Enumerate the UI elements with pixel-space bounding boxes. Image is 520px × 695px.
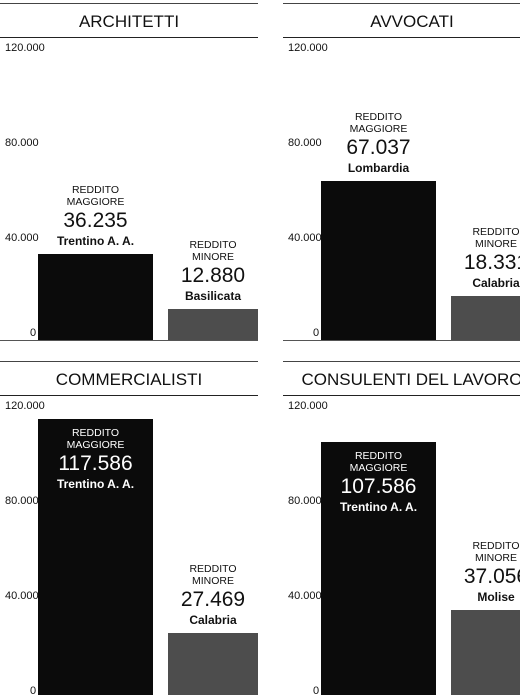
y-tick-label: 80.000 — [288, 137, 322, 149]
y-tick-label: 0 — [30, 327, 37, 339]
bar — [451, 296, 520, 340]
y-tick-label: 40.000 — [5, 232, 39, 244]
y-tick-label: 120.000 — [5, 42, 45, 54]
panel-title: AVVOCATI — [283, 7, 520, 38]
bar — [38, 253, 153, 340]
value-label: 27.469 — [180, 587, 246, 611]
bar-label: REDDITO MINORE 27.469 Calabria — [158, 563, 268, 627]
category-label: REDDITO MINORE — [189, 562, 237, 587]
baseline — [283, 340, 520, 341]
bar — [451, 609, 520, 695]
category-label: REDDITO MINORE — [189, 239, 237, 264]
panel-title: ARCHITETTI — [0, 7, 258, 38]
region-label: Molise — [477, 590, 515, 604]
value-label: 18.331 — [463, 251, 520, 275]
bar-label: REDDITO MAGGIORE 117.586 Trentino A. A. — [38, 427, 153, 491]
category-label: REDDITO MAGGIORE — [66, 426, 125, 451]
baseline — [0, 340, 258, 341]
bar — [168, 632, 258, 695]
y-tick-label: 0 — [313, 327, 320, 339]
bar-label: REDDITO MAGGIORE 107.586 Trentino A. A. — [321, 450, 436, 514]
value-label: 36.235 — [63, 208, 128, 232]
category-label: REDDITO MAGGIORE — [66, 183, 125, 208]
y-tick-label: 40.000 — [5, 590, 39, 602]
region-label: Trentino A. A. — [56, 476, 135, 491]
value-label: 117.586 — [58, 451, 133, 475]
category-label: REDDITO MINORE — [472, 226, 520, 251]
top-line — [283, 361, 520, 362]
value-label: 107.586 — [340, 475, 417, 499]
category-label: REDDITO MINORE — [472, 540, 520, 564]
top-line — [0, 3, 258, 4]
region-label: Calabria — [472, 276, 520, 291]
top-line — [283, 3, 520, 4]
bar — [321, 180, 436, 340]
region-label: Trentino A. A. — [339, 500, 418, 515]
region-label: Calabria — [189, 612, 237, 627]
region-label: Lombardia — [347, 160, 410, 175]
y-tick-label: 40.000 — [288, 590, 322, 602]
panel-title: CONSULENTI DEL LAVORO — [283, 365, 520, 396]
y-tick-label: 80.000 — [288, 495, 322, 507]
value-label: 67.037 — [346, 135, 411, 159]
bar — [168, 309, 258, 340]
bar — [38, 418, 153, 695]
y-tick-label: 0 — [313, 685, 320, 695]
category-label: REDDITO MAGGIORE — [349, 110, 408, 135]
y-tick-label: 120.000 — [288, 400, 328, 412]
bar — [321, 442, 436, 695]
panel-title: COMMERCIALISTI — [0, 365, 258, 396]
bar-label: REDDITO MAGGIORE 36.235 Trentino A. A. — [28, 184, 163, 248]
y-tick-label: 80.000 — [5, 137, 39, 149]
region-label: Trentino A. A. — [56, 233, 135, 248]
y-tick-label: 120.000 — [288, 42, 328, 54]
y-tick-label: 120.000 — [5, 400, 45, 412]
bar-label: REDDITO MAGGIORE 67.037 Lombardia — [311, 111, 446, 175]
bar-label: REDDITO MINORE 12.880 Basilicata — [158, 239, 268, 303]
category-label: REDDITO MAGGIORE — [349, 450, 408, 475]
region-label: Basilicata — [184, 289, 242, 304]
value-label: 37.056 — [463, 565, 520, 588]
y-tick-label: 0 — [30, 685, 37, 695]
y-tick-label: 40.000 — [288, 232, 322, 244]
value-label: 12.880 — [180, 264, 246, 288]
top-line — [0, 361, 258, 362]
y-tick-label: 80.000 — [5, 495, 39, 507]
